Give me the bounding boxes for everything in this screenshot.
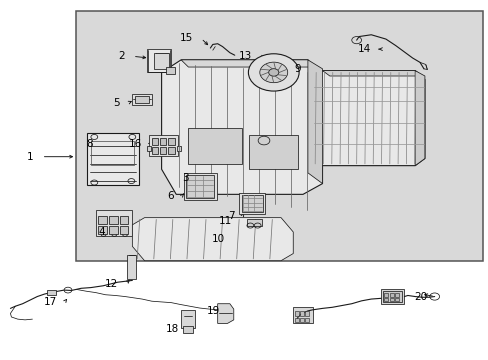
Text: 19: 19 — [206, 306, 220, 316]
Bar — [300, 318, 304, 322]
Text: 13: 13 — [238, 51, 251, 61]
Bar — [152, 147, 158, 154]
Bar — [389, 293, 393, 297]
Polygon shape — [132, 218, 293, 261]
Bar — [132, 94, 152, 105]
Text: 10: 10 — [211, 234, 224, 244]
Polygon shape — [312, 71, 424, 166]
Bar — [294, 318, 298, 322]
Polygon shape — [322, 71, 422, 76]
Bar — [135, 96, 149, 103]
Bar — [127, 255, 136, 279]
Text: 6: 6 — [167, 191, 173, 201]
Bar — [160, 138, 166, 145]
Text: 14: 14 — [357, 44, 370, 54]
Bar — [241, 195, 262, 212]
Bar — [300, 311, 304, 316]
Polygon shape — [307, 60, 322, 184]
Bar — [394, 293, 398, 297]
Bar — [91, 141, 134, 165]
Bar — [120, 216, 128, 224]
Bar — [166, 67, 175, 74]
Bar — [177, 146, 181, 151]
Text: 5: 5 — [113, 98, 120, 108]
Bar — [294, 311, 298, 316]
Bar — [305, 318, 309, 322]
Bar — [188, 128, 242, 164]
Polygon shape — [161, 60, 322, 194]
Bar — [168, 147, 174, 154]
Bar — [98, 216, 107, 224]
Bar — [160, 147, 166, 154]
Bar — [249, 135, 298, 169]
Bar — [87, 134, 139, 185]
Bar — [154, 53, 168, 69]
Bar — [109, 216, 118, 224]
Bar — [152, 138, 158, 145]
Bar — [147, 146, 151, 151]
Bar — [109, 226, 118, 234]
Text: 9: 9 — [293, 64, 300, 74]
Circle shape — [248, 54, 299, 91]
Polygon shape — [217, 304, 233, 323]
Text: 20: 20 — [413, 292, 427, 302]
Text: 1: 1 — [27, 152, 34, 162]
Bar — [183, 173, 216, 200]
Circle shape — [268, 69, 278, 76]
Bar — [47, 291, 56, 295]
Bar — [76, 12, 483, 261]
Bar — [384, 298, 387, 301]
Text: 4: 4 — [99, 227, 105, 237]
Text: 17: 17 — [43, 297, 57, 307]
Bar — [96, 211, 132, 235]
Text: 16: 16 — [129, 139, 142, 149]
Bar — [186, 175, 213, 198]
Bar — [383, 291, 401, 302]
Bar — [168, 138, 174, 145]
Bar — [305, 311, 309, 316]
Text: 11: 11 — [219, 216, 232, 226]
Bar — [182, 326, 193, 333]
Text: 3: 3 — [182, 173, 188, 183]
Bar — [181, 310, 194, 328]
Polygon shape — [414, 71, 424, 166]
Text: 2: 2 — [118, 51, 125, 61]
Bar — [98, 226, 107, 234]
Text: 8: 8 — [86, 139, 93, 149]
Bar — [147, 49, 171, 72]
Bar — [246, 219, 261, 226]
Bar — [293, 307, 312, 323]
Bar — [149, 135, 177, 156]
Polygon shape — [181, 60, 315, 67]
Text: 18: 18 — [165, 324, 178, 334]
Bar — [380, 289, 404, 304]
Bar — [394, 298, 398, 301]
Circle shape — [259, 62, 287, 83]
Text: 12: 12 — [104, 279, 118, 289]
Bar — [120, 226, 128, 234]
Bar — [384, 293, 387, 297]
Text: 15: 15 — [180, 33, 193, 43]
Text: 7: 7 — [228, 211, 234, 221]
Bar — [238, 193, 265, 214]
Bar — [389, 298, 393, 301]
